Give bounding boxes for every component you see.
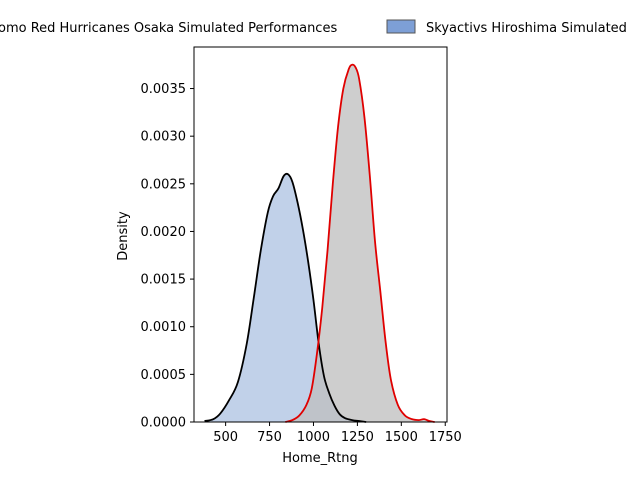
y-tick-label: 0.0025 xyxy=(141,177,187,192)
legend-swatch-series-2 xyxy=(386,19,416,34)
x-tick-label: 1000 xyxy=(297,430,330,445)
y-tick-label: 0.0020 xyxy=(141,225,187,240)
legend-label-series-1: omo Red Hurricanes Osaka Simulated Perfo… xyxy=(0,21,337,36)
y-axis: 0.0000 0.0005 0.0010 0.0015 0.0020 0.0025 0.00… xyxy=(141,82,194,431)
x-axis-label: Home_Rtng xyxy=(282,451,358,466)
x-tick-label: 750 xyxy=(257,430,282,445)
series-layer xyxy=(204,63,435,423)
series-1-area xyxy=(204,173,367,422)
y-tick-label: 0.0035 xyxy=(141,82,187,97)
x-tick-label: 1500 xyxy=(385,430,418,445)
legend-label-series-2: Skyactivs Hiroshima Simulated xyxy=(426,21,627,36)
y-tick-label: 0.0000 xyxy=(141,416,187,431)
y-tick-label: 0.0015 xyxy=(141,273,187,288)
x-tick-label: 1750 xyxy=(429,430,462,445)
y-tick-label: 0.0005 xyxy=(141,368,187,383)
x-tick-label: 1250 xyxy=(341,430,374,445)
series-1-line xyxy=(204,172,367,423)
y-tick-label: 0.0030 xyxy=(141,130,187,145)
series-2-area xyxy=(285,64,435,423)
x-tick-label: 500 xyxy=(213,430,238,445)
plot-frame xyxy=(193,46,448,423)
y-tick-label: 0.0010 xyxy=(141,320,187,335)
legend: omo Red Hurricanes Osaka Simulated Perfo… xyxy=(0,19,627,36)
series-2-line xyxy=(285,63,435,423)
x-axis: 500 750 1000 1250 1500 1750 xyxy=(213,422,462,445)
y-axis-label: Density xyxy=(116,211,131,261)
